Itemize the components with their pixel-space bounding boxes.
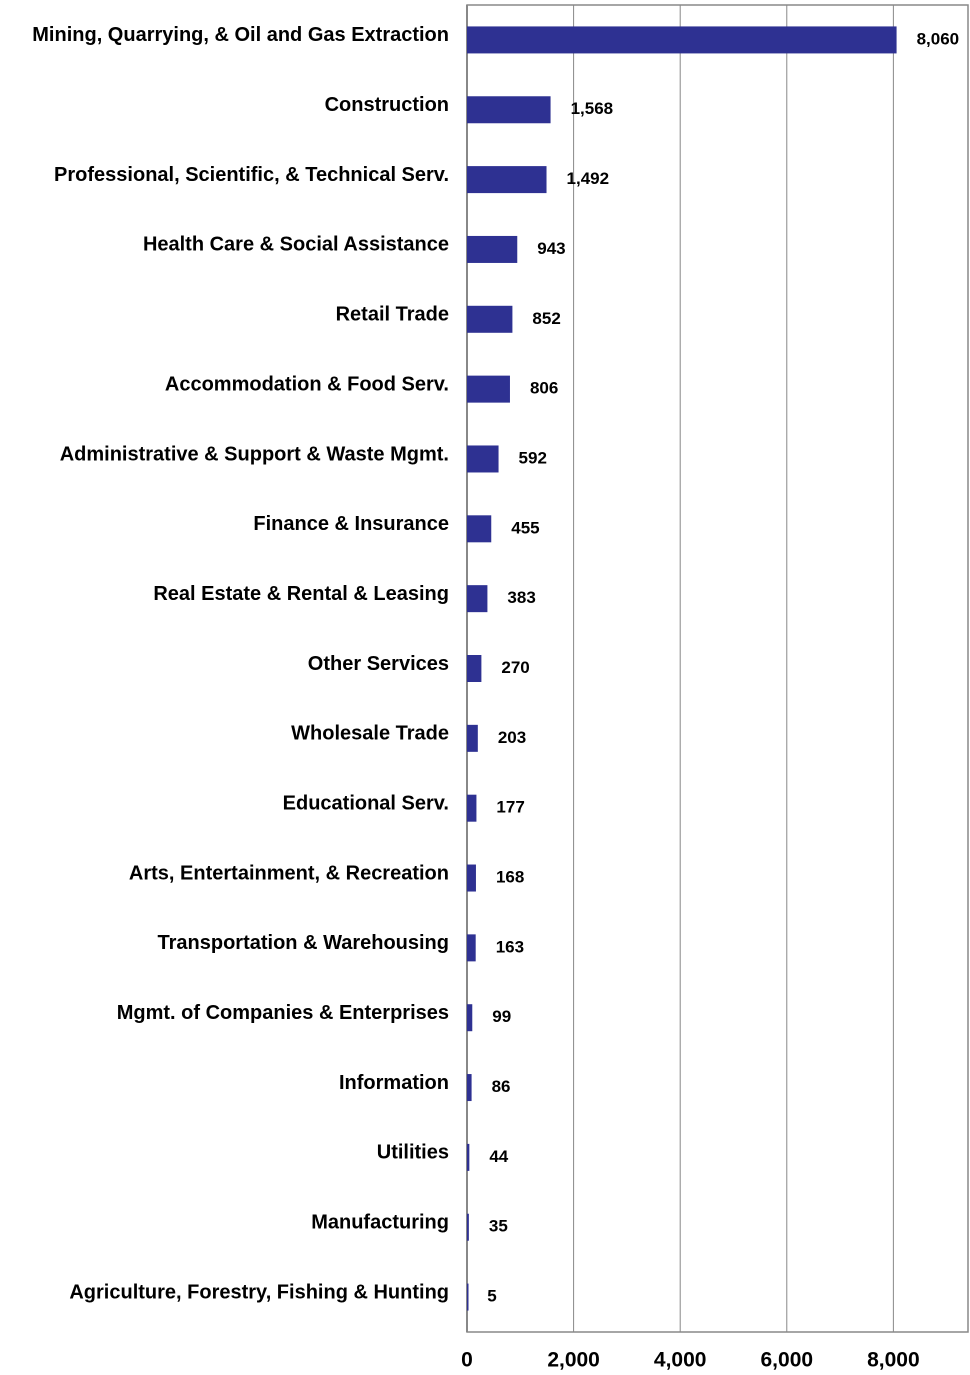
value-label: 8,060	[917, 29, 960, 48]
bar	[467, 724, 478, 752]
category-label: Accommodation & Food Serv.	[165, 373, 449, 395]
category-label: Real Estate & Rental & Leasing	[153, 583, 449, 605]
category-label: Construction	[325, 94, 449, 116]
value-label: 592	[519, 448, 547, 467]
category-label: Arts, Entertainment, & Recreation	[129, 862, 449, 884]
x-tick-label: 4,000	[654, 1349, 707, 1372]
value-label: 168	[496, 868, 524, 887]
bar	[467, 445, 499, 473]
category-label: Mgmt. of Companies & Enterprises	[117, 1002, 449, 1024]
value-label: 35	[489, 1217, 508, 1236]
value-label: 270	[501, 658, 529, 677]
bar	[467, 1143, 470, 1171]
category-label: Transportation & Warehousing	[158, 932, 450, 954]
x-tick-label: 0	[461, 1349, 473, 1372]
bar	[467, 166, 547, 194]
value-label: 5	[487, 1287, 496, 1306]
bar	[467, 655, 482, 682]
bar	[467, 235, 518, 263]
bar	[467, 864, 476, 892]
category-label: Health Care & Social Assistance	[143, 234, 449, 256]
bar	[467, 1004, 473, 1032]
value-label: 203	[498, 728, 526, 747]
value-label: 1,492	[567, 169, 610, 188]
bar	[467, 96, 551, 124]
value-label: 177	[496, 798, 524, 817]
bar	[467, 515, 492, 543]
category-label: Administrative & Support & Waste Mgmt.	[60, 443, 449, 465]
value-label: 86	[492, 1077, 511, 1096]
value-label: 806	[530, 379, 558, 398]
bar	[467, 375, 510, 403]
category-label: Retail Trade	[336, 304, 449, 326]
x-tick-label: 8,000	[867, 1349, 920, 1372]
value-label: 852	[532, 309, 560, 328]
value-label: 99	[492, 1007, 511, 1026]
plot-area	[466, 4, 969, 1333]
value-label: 44	[489, 1147, 508, 1166]
category-label: Mining, Quarrying, & Oil and Gas Extract…	[32, 24, 449, 46]
value-label: 1,568	[571, 99, 614, 118]
value-label: 455	[511, 518, 539, 537]
category-label: Agriculture, Forestry, Fishing & Hunting	[69, 1281, 449, 1303]
bar	[467, 794, 477, 822]
category-label: Professional, Scientific, & Technical Se…	[54, 164, 449, 186]
bar	[467, 305, 513, 333]
category-label: Other Services	[308, 653, 449, 675]
value-label: 383	[507, 588, 535, 607]
category-label: Finance & Insurance	[253, 513, 449, 535]
x-tick-label: 2,000	[547, 1349, 600, 1372]
value-label: 163	[496, 937, 524, 956]
bar	[467, 585, 488, 613]
bar	[467, 1283, 469, 1311]
bar	[467, 934, 476, 962]
category-label: Wholesale Trade	[291, 723, 449, 745]
x-tick-label: 6,000	[761, 1349, 814, 1372]
bar	[467, 1074, 472, 1102]
bar	[467, 26, 897, 54]
category-label: Educational Serv.	[283, 792, 449, 814]
category-label: Utilities	[377, 1142, 449, 1164]
bar	[467, 1213, 469, 1241]
category-label: Information	[339, 1072, 449, 1094]
value-label: 943	[537, 239, 565, 258]
category-label: Manufacturing	[311, 1212, 449, 1234]
